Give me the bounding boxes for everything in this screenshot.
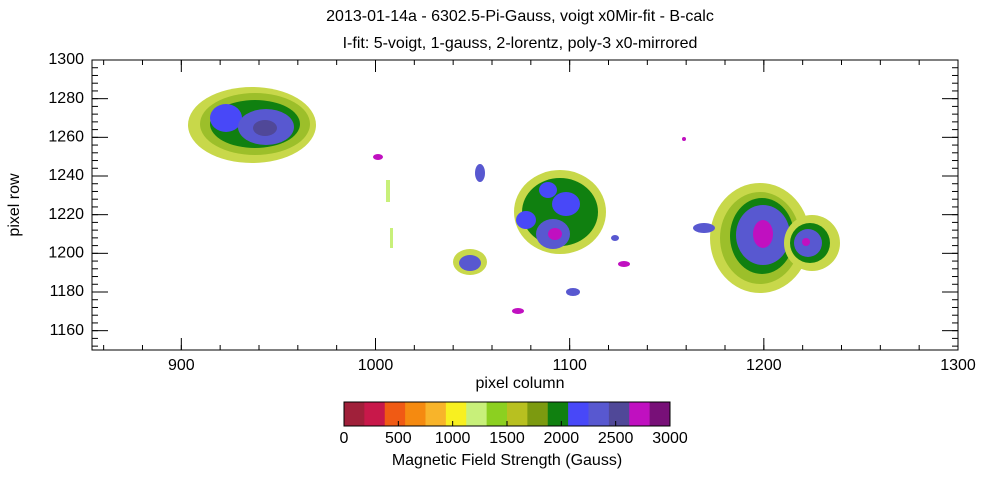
colorbar-swatch — [445, 402, 467, 426]
colorbar-tick-label: 2500 — [598, 430, 634, 447]
x-tick-label: 1300 — [940, 357, 976, 374]
y-tick-label: 1240 — [48, 167, 84, 184]
y-axis-label: pixel row — [6, 173, 23, 237]
colorbar-swatch — [568, 402, 589, 426]
colorbar-swatch — [405, 402, 426, 426]
plot-frame — [91, 59, 959, 351]
colorbar-tick-label: 1000 — [435, 430, 471, 447]
colorbar-swatch — [507, 402, 528, 426]
colorbar-swatch — [629, 402, 651, 426]
y-tick-label: 1160 — [50, 322, 85, 339]
colorbar-swatch — [588, 402, 610, 426]
sunspot-blob — [514, 170, 606, 254]
colorbar-swatch — [466, 402, 488, 426]
x-tick-label: 1000 — [358, 357, 394, 374]
colorbar-tick-label: 0 — [340, 430, 349, 447]
chart-title: 2013-01-14a - 6302.5-Pi-Gauss, voigt x0M… — [326, 8, 714, 25]
colorbar-swatch — [608, 402, 630, 426]
field-map — [188, 87, 840, 314]
x-axis-label: pixel column — [476, 375, 565, 392]
chart-subtitle: I-fit: 5-voigt, 1-gauss, 2-lorentz, poly… — [343, 35, 698, 52]
colorbar-label: Magnetic Field Strength (Gauss) — [392, 452, 622, 469]
colorbar-tick-label: 3000 — [652, 430, 688, 447]
sunspot-fragment — [373, 137, 715, 314]
y-tick-label: 1180 — [50, 283, 85, 300]
y-tick-label: 1280 — [48, 90, 84, 107]
colorbar-swatch — [384, 402, 406, 426]
y-tick-label: 1220 — [48, 206, 84, 223]
colorbar-tick-label: 2000 — [544, 430, 580, 447]
y-tick-label: 1260 — [48, 129, 84, 146]
colorbar-swatch — [425, 402, 447, 426]
x-tick-label: 1100 — [552, 357, 587, 374]
sunspot-blob — [710, 183, 840, 293]
colorbar-swatch — [649, 402, 671, 426]
colorbar-swatch — [547, 402, 569, 426]
colorbar-swatch — [364, 402, 386, 426]
y-tick-label: 1200 — [48, 245, 84, 262]
colorbar-swatch — [527, 402, 549, 426]
colorbar-tick-label: 1500 — [489, 430, 525, 447]
colorbar-swatch — [486, 402, 508, 426]
colorbar-tick-label: 500 — [385, 430, 412, 447]
y-tick-label: 1300 — [48, 51, 84, 68]
sunspot-blob — [188, 87, 316, 163]
colorbar-swatch — [344, 402, 365, 426]
x-tick-label: 900 — [168, 357, 195, 374]
x-tick-label: 1200 — [746, 357, 782, 374]
